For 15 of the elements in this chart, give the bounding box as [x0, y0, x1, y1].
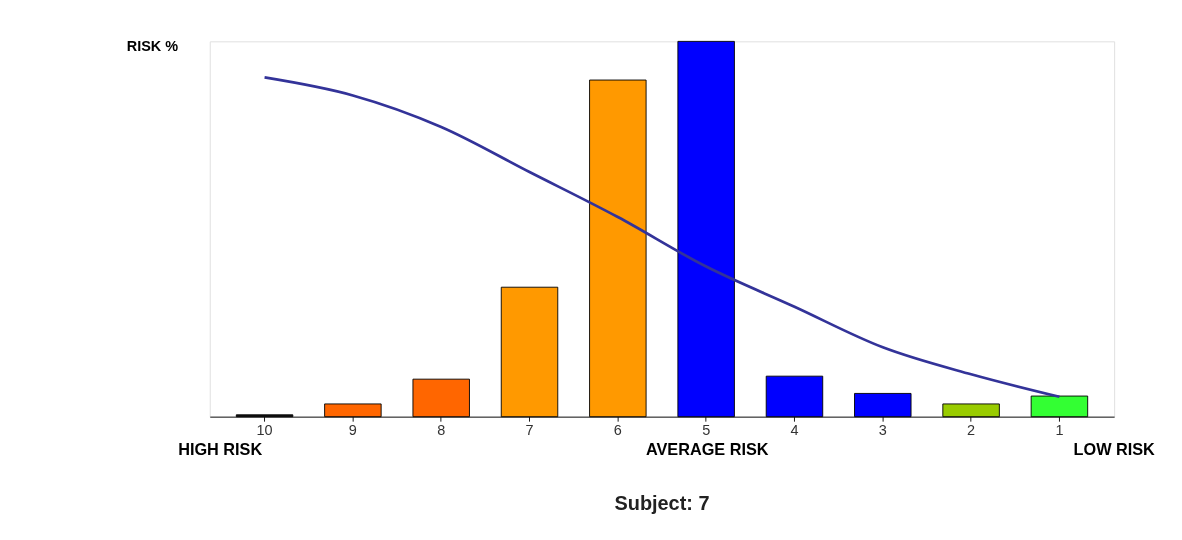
text: AVERAGE RISK: [645, 439, 769, 458]
x-tick-label: 4: [790, 422, 799, 439]
x-tick-label: 2: [967, 422, 976, 439]
x-tick-label: 3: [878, 422, 887, 439]
x-tick-label: 10: [256, 422, 273, 439]
text: LOW RISK: [1073, 439, 1156, 458]
x-tick-label: 7: [525, 422, 534, 439]
x-tick-label: 9: [348, 422, 357, 439]
y-axis-title: RISK %: [126, 38, 179, 55]
x-tick-label: 8: [437, 422, 446, 439]
text: Subject: 7: [614, 491, 710, 514]
x-tick-label: 1: [1055, 422, 1064, 439]
text: HIGH RISK: [178, 439, 263, 458]
x-tick-label: 5: [702, 422, 711, 439]
x-tick-label: 6: [613, 422, 622, 439]
